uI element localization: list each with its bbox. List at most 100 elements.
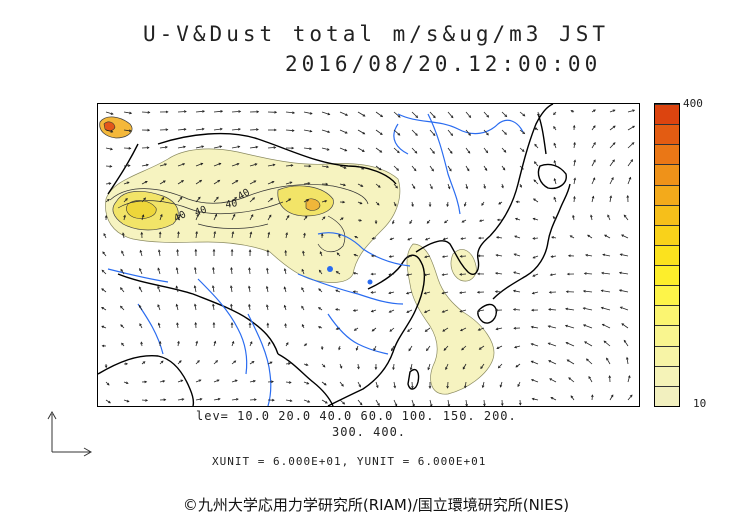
wind-arrow-head [632,109,636,112]
reference-vector-icon [47,410,93,457]
wind-arrow [514,345,521,348]
wind-arrow [213,163,221,167]
wind-arrow-head [248,267,251,271]
wind-arrow-head [163,398,167,402]
wind-arrow [123,129,132,132]
wind-arrow-head [629,394,633,398]
wind-arrow [159,146,168,149]
wind-arrow-head [217,397,221,401]
wind-arrow-head [486,132,489,136]
wind-arrow-head [501,185,504,189]
wind-arrow-head [468,115,472,119]
wind-arrow-head [619,253,623,256]
wind-arrow-head [392,367,395,371]
wind-arrow [565,342,575,347]
wind-arrow [321,111,330,115]
wind-arrow-head [630,159,634,162]
wind-arrow [158,323,161,329]
wind-arrow-head [301,323,305,327]
wind-arrow [573,178,576,185]
wind-arrow [339,183,346,186]
wind-arrow-head [120,268,124,272]
color-scale-min-label: 10 [693,397,707,410]
wind-arrow-head [121,250,124,254]
wind-arrow-head [468,133,471,136]
wind-arrow-head [301,287,304,290]
wind-arrow-head [102,251,106,255]
wind-arrow-head [202,110,206,113]
wind-arrow-head [121,342,124,346]
wind-arrow-head [519,184,522,188]
wind-arrow [609,159,615,167]
wind-arrow [195,398,202,401]
wind-arrow [177,146,186,149]
wind-arrow [388,273,395,276]
wind-arrow-head [521,166,524,170]
color-scale-segment [655,104,679,125]
wind-arrow [465,111,472,118]
wind-arrow-head [213,340,217,344]
wind-arrow-head [522,113,526,117]
wind-arrow-head [550,397,554,400]
wind-arrow-head [235,180,239,183]
wind-arrow [620,253,629,257]
wind-arrow-head [600,289,604,293]
wind-arrow-head [326,165,330,169]
wind-arrow [335,289,341,293]
wind-arrow-head [423,273,427,277]
wind-arrow [141,399,148,401]
dust-core-center-inner [305,198,321,211]
wind-arrow-head [318,307,321,310]
wind-arrow-head [249,231,253,235]
wind-arrow [105,399,111,404]
wind-arrow-head [362,131,366,135]
wind-arrow [177,398,184,401]
wind-arrow [534,161,539,167]
wind-arrow-head [442,329,446,332]
wind-arrow-head [175,303,179,307]
wind-arrow-head [459,291,463,295]
wind-arrow-head [305,363,309,366]
wind-arrow [139,323,143,329]
wind-arrow [284,286,287,293]
wind-arrow-head [157,249,161,253]
wind-arrow [249,232,252,239]
wind-arrow [267,181,275,185]
wind-arrow-head [497,365,501,369]
wind-arrow [426,345,431,351]
china-coast [327,254,426,406]
wind-arrow [604,234,611,239]
wind-arrow-head [338,233,341,237]
wind-arrow-head [461,220,465,223]
wind-arrow-head [230,266,233,270]
wind-arrow-head [582,289,586,293]
wind-arrow-head [600,306,604,310]
wind-arrow [570,395,575,401]
wind-arrow [583,290,593,293]
wind-arrow [266,286,269,293]
wind-arrow [231,111,241,113]
wind-arrow-head [499,384,503,388]
wind-arrow [565,308,575,311]
wind-arrow-head [513,326,517,330]
wind-arrow-head [461,347,464,351]
wind-arrow-head [565,307,569,311]
wind-arrow-head [593,141,596,145]
wind-arrow [339,111,348,116]
wind-arrow [465,129,471,136]
wind-arrow-head [338,347,341,351]
wind-arrow-head [503,149,507,153]
wind-arrow [213,214,217,221]
wind-arrow-head [183,127,187,131]
wind-arrow-head [268,214,272,218]
wind-arrow-head [304,215,308,219]
wind-arrow [321,165,329,168]
wind-arrow [157,304,161,311]
wind-arrow-head [352,290,356,294]
wind-arrow-head [235,397,239,401]
wind-arrow-head [176,322,179,326]
wind-arrow [609,142,616,149]
wind-arrow-head [162,180,166,183]
wind-arrow [301,269,305,275]
wind-arrow-head [266,249,270,253]
